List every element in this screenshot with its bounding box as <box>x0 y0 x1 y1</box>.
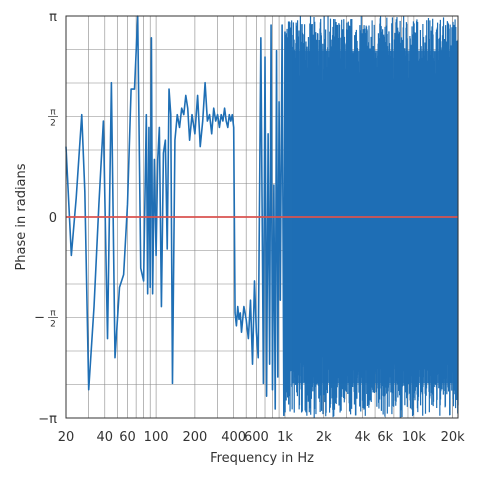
y-tick-numerator: π <box>50 309 56 319</box>
x-tick-label: 20 <box>58 430 75 445</box>
y-tick-label: π2 <box>48 107 58 128</box>
y-tick-denominator: 2 <box>50 118 56 128</box>
x-axis-label: Frequency in Hz <box>210 451 314 466</box>
y-axis-label: Phase in radians <box>14 163 29 270</box>
x-tick-label: 6k <box>377 430 393 445</box>
plot-frame <box>65 15 459 419</box>
x-tick-label: 100 <box>144 430 169 445</box>
x-tick-label: 1k <box>277 430 293 445</box>
x-tick-label: 200 <box>182 430 207 445</box>
y-tick-label: π <box>49 10 57 25</box>
x-tick-label: 60 <box>119 430 136 445</box>
x-tick-label: 40 <box>97 430 114 445</box>
y-tick-minus: − <box>34 311 45 326</box>
y-tick-denominator: 2 <box>50 320 56 330</box>
x-tick-label: 600 <box>244 430 269 445</box>
y-tick-numerator: π <box>50 107 56 117</box>
phase-series-line <box>65 15 286 417</box>
x-tick-label: 4k <box>355 430 371 445</box>
x-tick-label: 20k <box>441 430 466 445</box>
x-tick-label: 10k <box>402 430 427 445</box>
y-tick-label: 0 <box>49 211 57 226</box>
x-tick-label: 400 <box>221 430 246 445</box>
y-tick-label: π2− <box>34 309 58 330</box>
x-tick-label: 2k <box>316 430 332 445</box>
series-layer <box>65 15 459 418</box>
y-tick-label: −π <box>38 412 57 427</box>
